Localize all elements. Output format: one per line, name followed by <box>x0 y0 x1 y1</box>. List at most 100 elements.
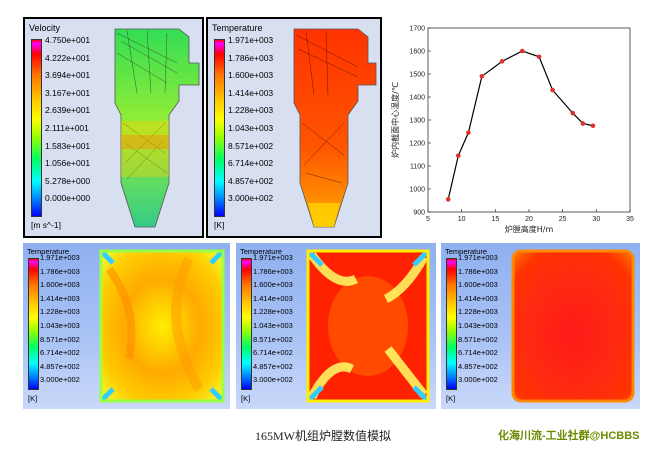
velocity-colorbar <box>31 39 42 217</box>
colorbar-tick-label: 1.786e+003 <box>40 266 80 276</box>
colorbar-tick-label: 8.571e+002 <box>458 334 498 344</box>
data-point <box>550 87 555 93</box>
y-tick-label: 1700 <box>409 26 425 33</box>
temperature-colorbar <box>214 39 225 217</box>
temperature-legend-title: Temperature <box>212 23 263 33</box>
x-tick-label: 5 <box>426 216 430 223</box>
colorbar-tick-label: 1.971e+003 <box>40 253 80 262</box>
colorbar-tick-label: 1.600e+003 <box>40 280 80 290</box>
colorbar-tick-label: 1.786e+003 <box>228 52 274 63</box>
colorbar-tick-label: 8.571e+002 <box>253 334 293 344</box>
velocity-boiler-render <box>114 28 200 228</box>
velocity-unit: [m s^-1] <box>31 220 61 230</box>
colorbar-tick-label: 3.000e+002 <box>228 193 274 204</box>
colorbar-tick-label: 1.056e+001 <box>45 158 91 169</box>
y-tick-label: 1500 <box>409 72 425 79</box>
section-3-colorbar <box>446 258 457 390</box>
colorbar-tick-label: 1.228e+003 <box>458 307 498 317</box>
figure-caption: 165MW机组炉膛数值模拟 <box>255 429 391 443</box>
y-tick-label: 1000 <box>409 187 425 194</box>
colorbar-tick-label: 5.278e+000 <box>45 175 91 186</box>
colorbar-tick-label: 1.043e+003 <box>40 321 80 330</box>
section-2-legend-title: Temperature <box>240 247 283 256</box>
x-tick-label: 15 <box>491 216 499 223</box>
colorbar-tick-label: 6.714e+002 <box>40 348 80 358</box>
colorbar-tick-label: 6.714e+002 <box>253 348 293 358</box>
colorbar-tick-label: 8.571e+002 <box>228 140 274 151</box>
colorbar-tick-label: 4.857e+002 <box>458 361 498 371</box>
section-1-contour <box>99 249 225 403</box>
plot-frame <box>427 27 631 213</box>
colorbar-tick-label: 1.600e+003 <box>228 70 274 81</box>
colorbar-tick-label: 1.786e+003 <box>458 266 498 276</box>
colorbar-tick-label: 1.043e+003 <box>253 321 293 330</box>
colorbar-tick-label: 1.414e+003 <box>253 293 293 303</box>
colorbar-tick-label: 1.228e+003 <box>253 307 293 317</box>
section-1-unit: [K] <box>28 394 38 403</box>
velocity-legend-title: Velocity <box>29 23 61 33</box>
y-tick-label: 1200 <box>409 141 425 148</box>
section-panel-3: Temperature 1.971e+003 1.786e+003 1.600e+0… <box>441 243 640 409</box>
section-2-legend: Temperature <box>240 247 282 258</box>
temperature-unit: [K] <box>214 220 225 230</box>
colorbar-tick-label: 8.571e+002 <box>40 334 80 344</box>
section-panel-1: Temperature 1.971e+003 1.786e+003 1.600e+0… <box>23 243 230 409</box>
y-tick-label: 1400 <box>409 95 425 102</box>
y-tick-label: 1100 <box>410 164 425 171</box>
section-3-contour <box>511 249 635 403</box>
colorbar-tick-label: 4.857e+002 <box>228 175 274 186</box>
x-tick-label: 10 <box>458 216 466 223</box>
colorbar-tick-label: 3.000e+002 <box>253 375 293 385</box>
x-tick-label: 20 <box>525 216 533 223</box>
section-2-contour <box>306 249 430 403</box>
data-point <box>590 123 596 129</box>
data-point <box>445 197 451 202</box>
section-3-legend: Temperature <box>445 247 487 258</box>
chart-svg: 900 1000 1100 1200 1300 1400 1500 1600 1700 5 10 15… <box>390 26 634 235</box>
colorbar-tick-label: 1.414e+003 <box>228 87 274 98</box>
colorbar-tick-label: 1.043e+003 <box>458 321 498 330</box>
data-point <box>499 59 505 64</box>
temperature-legend: Temperature <box>212 23 263 35</box>
data-point <box>580 121 586 126</box>
section-3-legend-title: Temperature <box>445 247 488 256</box>
x-tick-label: 25 <box>559 216 567 223</box>
watermark: 化海川流-工业社群@HCBBS <box>498 430 640 442</box>
colorbar-tick-label: 3.000e+002 <box>458 375 498 385</box>
colorbar-tick-label: 6.714e+002 <box>458 348 498 358</box>
section-3-unit: [K] <box>446 394 456 403</box>
colorbar-tick-label: 1.786e+003 <box>253 266 293 276</box>
colorbar-tick-label: 4.750e+001 <box>45 35 91 45</box>
y-tick-label: 1600 <box>409 49 425 56</box>
section-2-colorbar <box>241 258 252 390</box>
colorbar-tick-label: 1.600e+003 <box>458 280 498 290</box>
y-tick-label: 1300 <box>409 118 425 125</box>
temperature-panel: Temperature 1.971e+003 1.786e+003 1.600e+0… <box>206 17 382 238</box>
colorbar-tick-label: 1.414e+003 <box>40 293 80 303</box>
series-line <box>447 50 594 200</box>
colorbar-tick-label: 4.857e+002 <box>253 361 293 371</box>
section-1-legend: Temperature <box>27 247 69 258</box>
section-1-legend-title: Temperature <box>27 247 70 256</box>
data-point <box>519 48 525 54</box>
colorbar-tick-label: 1.600e+003 <box>253 280 293 290</box>
x-tick-label: 30 <box>592 216 600 223</box>
temperature-boiler-render <box>293 28 377 228</box>
colorbar-tick-label: 6.714e+002 <box>228 158 274 169</box>
section-1-colorbar <box>28 258 39 390</box>
colorbar-tick-label: 1.971e+003 <box>228 35 274 45</box>
temperature-height-chart: 900 1000 1100 1200 1300 1400 1500 1600 1700 5 10 15… <box>384 18 640 238</box>
velocity-panel: Velocity 4.750e+001 4.222e+001 3.694e+001 3… <box>23 17 204 238</box>
colorbar-tick-label: 0.000e+000 <box>45 193 91 204</box>
colorbar-tick-label: 1.228e+003 <box>228 105 274 116</box>
data-point <box>570 110 576 116</box>
colorbar-tick-label: 4.222e+001 <box>45 52 91 63</box>
data-point <box>466 130 471 135</box>
colorbar-tick-label: 1.043e+003 <box>228 123 274 133</box>
colorbar-tick-label: 3.167e+001 <box>45 87 91 98</box>
data-point <box>536 54 542 60</box>
colorbar-tick-label: 1.971e+003 <box>253 253 293 262</box>
colorbar-tick-label: 1.414e+003 <box>458 293 498 303</box>
colorbar-tick-label: 1.971e+003 <box>458 253 498 262</box>
colorbar-tick-label: 4.857e+002 <box>40 361 80 371</box>
